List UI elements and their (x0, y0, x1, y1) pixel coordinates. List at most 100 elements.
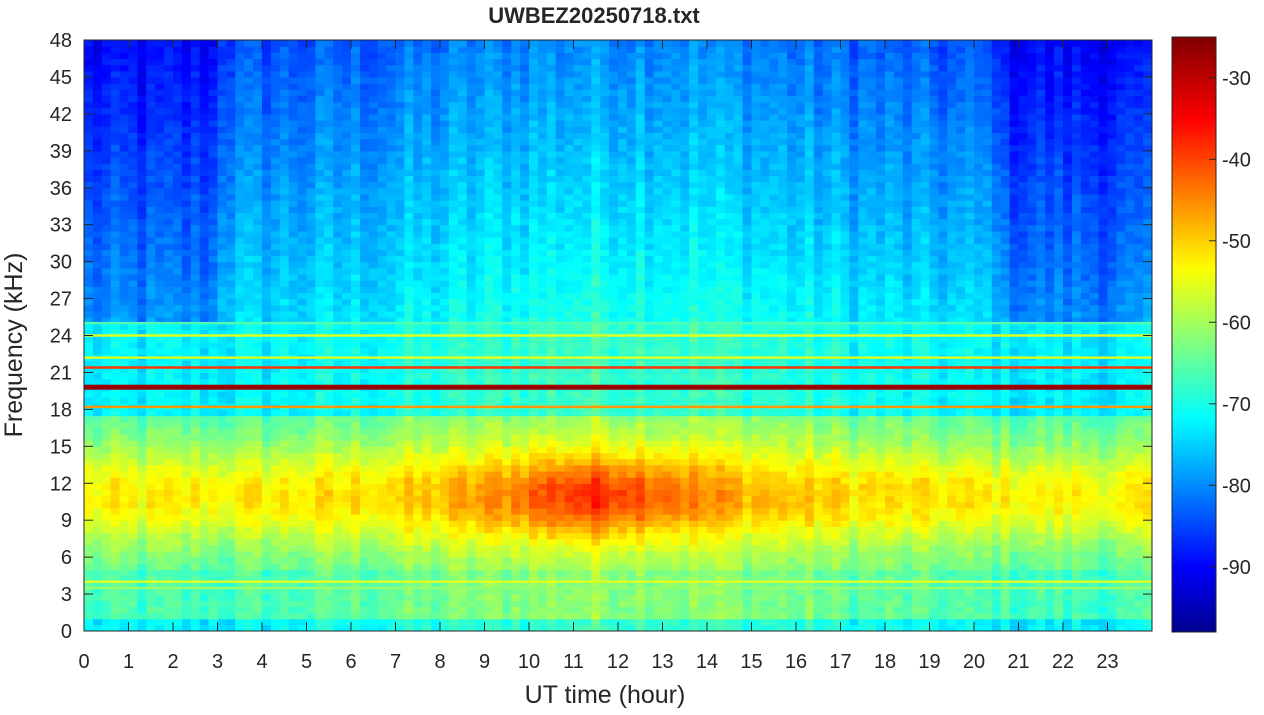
heatmap-cell (520, 255, 530, 263)
heatmap-cell (342, 483, 352, 491)
heatmap-cell (146, 163, 156, 170)
heatmap-cell (466, 434, 477, 441)
heatmap-cell (511, 360, 521, 367)
heatmap-cell (262, 526, 272, 534)
heatmap-cell (377, 341, 388, 349)
heatmap-cell (110, 218, 121, 226)
heatmap-cell (475, 390, 486, 398)
heatmap-cell (493, 440, 503, 447)
heatmap-cell (377, 89, 388, 97)
heatmap-cell (368, 206, 379, 213)
heatmap-cell (208, 52, 219, 60)
heatmap-cell (199, 181, 210, 189)
heatmap-cell (306, 187, 316, 195)
heatmap-cell (217, 550, 227, 558)
heatmap-cell (431, 156, 441, 164)
heatmap-cell (84, 150, 94, 158)
heatmap-cell (119, 243, 130, 250)
heatmap-cell (217, 495, 227, 503)
heatmap-cell (466, 237, 477, 244)
heatmap-cell (493, 218, 503, 226)
heatmap-cell (386, 70, 397, 78)
heatmap-cell (511, 427, 521, 435)
heatmap-cell (279, 440, 290, 447)
heatmap-cell (208, 397, 219, 404)
heatmap-cell (244, 224, 254, 232)
heatmap-cell (404, 249, 414, 257)
heatmap-cell (297, 310, 308, 318)
heatmap-cell (128, 495, 138, 503)
heatmap-cell (181, 360, 192, 367)
heatmap-cell (101, 532, 112, 540)
heatmap-cell (235, 544, 245, 552)
heatmap-cell (208, 464, 219, 472)
heatmap-cell (190, 101, 201, 109)
heatmap-cell (413, 70, 423, 78)
heatmap-cell (440, 495, 450, 503)
heatmap-cell (368, 464, 379, 472)
heatmap-cell (306, 237, 316, 244)
heatmap-cell (84, 569, 94, 577)
heatmap-cell (413, 206, 423, 213)
heatmap-cell (448, 200, 459, 207)
heatmap-cell (368, 483, 379, 491)
heatmap-cell (431, 304, 441, 312)
heatmap-cell (404, 101, 414, 109)
heatmap-cell (466, 421, 477, 429)
heatmap-cell (395, 181, 405, 189)
heatmap-cell (324, 138, 334, 146)
heatmap-cell (440, 169, 450, 177)
heatmap-cell (137, 526, 147, 534)
heatmap-cell (146, 58, 156, 66)
heatmap-cell (502, 440, 512, 447)
heatmap-cell (404, 230, 414, 238)
heatmap-cell (199, 477, 210, 484)
heatmap-cell (199, 317, 210, 324)
heatmap-cell (315, 163, 325, 170)
heatmap-cell (181, 107, 192, 115)
heatmap-cell (253, 587, 263, 595)
heatmap-cell (440, 175, 450, 183)
heatmap-cell (351, 507, 361, 515)
heatmap-cell (84, 477, 94, 484)
heatmap-cell (377, 58, 388, 66)
heatmap-cell (440, 421, 450, 429)
heatmap-cell (288, 95, 299, 103)
heatmap-cell (190, 286, 201, 294)
heatmap-cell (537, 366, 548, 374)
heatmap-cell (395, 230, 405, 238)
heatmap-cell (190, 52, 201, 60)
heatmap-cell (422, 520, 432, 527)
heatmap-cell (253, 594, 263, 601)
heatmap-cell (270, 483, 281, 491)
heatmap-cell (217, 273, 227, 281)
heatmap-cell (377, 187, 388, 195)
heatmap-cell (333, 286, 343, 294)
heatmap-cell (190, 200, 201, 207)
heatmap-cell (146, 624, 156, 631)
heatmap-cell (235, 95, 245, 103)
heatmap-cell (146, 83, 156, 90)
heatmap-cell (262, 101, 272, 109)
heatmap-cell (359, 624, 370, 631)
heatmap-cell (333, 101, 343, 109)
heatmap-cell (146, 606, 156, 614)
heatmap-cell (146, 483, 156, 491)
heatmap-cell (315, 434, 325, 441)
heatmap-cell (173, 310, 183, 318)
heatmap-cell (208, 594, 219, 601)
heatmap-cell (155, 446, 165, 454)
heatmap-cell (342, 372, 352, 380)
heatmap-cell (537, 150, 548, 158)
heatmap-cell (262, 606, 272, 614)
heatmap-cell (297, 280, 308, 287)
heatmap-cell (484, 113, 494, 121)
heatmap-cell (235, 341, 245, 349)
heatmap-cell (253, 144, 263, 152)
heatmap-cell (262, 40, 272, 47)
heatmap-cell (448, 360, 459, 367)
heatmap-cell (288, 237, 299, 244)
heatmap-cell (173, 292, 183, 300)
heatmap-cell (368, 175, 379, 183)
heatmap-cell (448, 563, 459, 571)
